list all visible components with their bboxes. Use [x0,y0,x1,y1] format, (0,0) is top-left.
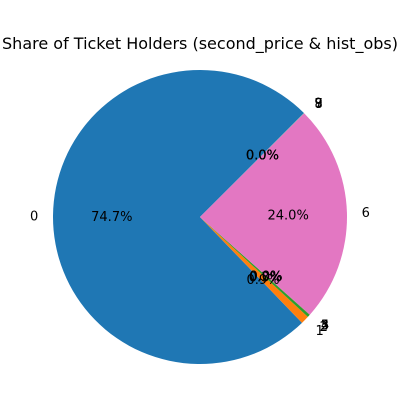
slice-percent-8: 0.0% [246,149,279,164]
chart-title: Share of Ticket Holders (second_price & … [2,34,398,54]
slice-percent-4: 0.0% [249,270,282,285]
slice-percent-6: 24.0% [268,208,309,223]
slice-label-3: 3 [321,319,329,334]
slice-percent-0: 74.7% [91,210,132,225]
slice-percent-7: 0.0% [246,149,279,164]
pie-slice-2 [200,217,310,317]
slice-percent-1: 0.9% [246,273,279,288]
pie-slice-7 [200,113,305,217]
slice-label-9: 9 [314,97,322,112]
pie-slice-8 [200,113,305,217]
pie-slice-6 [200,113,348,315]
pie-slice-9 [200,113,305,217]
slice-percent-5: 0.0% [249,270,282,285]
slice-label-7: 7 [315,97,323,112]
slice-label-8: 8 [314,97,322,112]
pie-slices [52,70,348,365]
pie-slice-4 [200,217,310,315]
pie-slice-0 [52,70,304,365]
pie-slice-3 [200,217,310,315]
slice-label-5: 5 [321,318,329,333]
slice-label-4: 4 [321,318,329,333]
slice-label-1: 1 [315,324,323,339]
slice-percent-9: 0.0% [246,149,279,164]
slice-label-0: 0 [30,210,38,225]
pie-labels: 0 74.7%10.9%20.3%30.0%40.0%50.0%624.0%70.… [30,97,370,340]
pie-slice-1 [200,217,308,323]
slice-label-6: 6 [362,206,370,221]
slice-percent-3: 0.0% [249,270,282,285]
pie-slice-5 [200,217,311,315]
slice-percent-2: 0.3% [249,270,282,285]
slice-label-2: 2 [320,320,328,335]
